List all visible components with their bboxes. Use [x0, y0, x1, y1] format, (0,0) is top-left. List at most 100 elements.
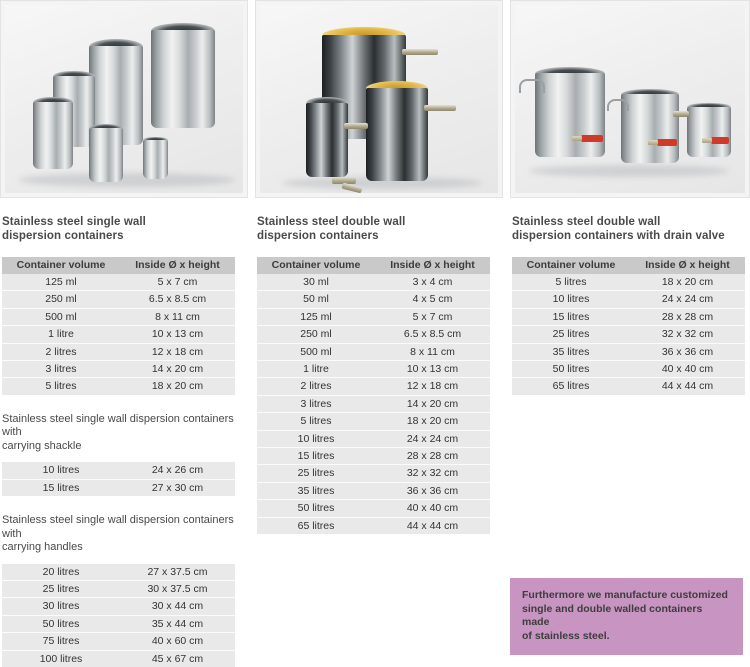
table-carrying-shackle: 10 litres 24 x 26 cm 15 litres 27 x 30 cm — [2, 462, 235, 497]
table-row: 65 litres 44 x 44 cm — [257, 517, 490, 535]
table-row: 250 ml 6.5 x 8.5 cm — [2, 290, 235, 309]
column-heading: Stainless steel double wall dispersion c… — [512, 216, 750, 243]
cell-volume: 15 litres — [512, 308, 630, 327]
cell-dimensions: 3 x 4 cm — [375, 274, 490, 292]
cell-volume: 5 litres — [257, 412, 375, 431]
table-row: 25 litres 32 x 32 cm — [257, 464, 490, 483]
cell-volume: 3 litres — [257, 395, 375, 414]
cell-dimensions: 44 x 44 cm — [630, 377, 745, 395]
cell-dimensions: 14 x 20 cm — [375, 395, 490, 414]
subheading-line-1: Stainless steel single wall dispersion c… — [2, 514, 234, 540]
cell-dimensions: 30 x 37.5 cm — [120, 580, 235, 599]
cell-dimensions: 4 x 5 cm — [375, 290, 490, 309]
cell-volume: 50 ml — [257, 290, 375, 309]
subheading-carrying-handles: Stainless steel single wall dispersion c… — [2, 514, 248, 555]
cell-dimensions: 24 x 24 cm — [630, 290, 745, 309]
single-wall-containers-photo — [0, 0, 248, 198]
table-header-row: Container volume Inside Ø x height — [512, 257, 745, 274]
cell-volume: 2 litres — [257, 377, 375, 396]
cell-dimensions: 32 x 32 cm — [375, 464, 490, 483]
cell-dimensions: 44 x 44 cm — [375, 517, 490, 535]
column-header-dimensions: Inside Ø x height — [375, 257, 490, 274]
cell-volume: 15 litres — [2, 479, 120, 497]
table-row: 1 litre 10 x 13 cm — [2, 325, 235, 344]
table-row: 10 litres 24 x 24 cm — [512, 290, 745, 309]
table-row: 5 litres 18 x 20 cm — [257, 412, 490, 431]
cell-volume: 5 litres — [2, 377, 120, 395]
table-row: 500 ml 8 x 11 cm — [257, 343, 490, 362]
cell-dimensions: 14 x 20 cm — [120, 360, 235, 379]
subheading-carrying-shackle: Stainless steel single wall dispersion c… — [2, 413, 248, 454]
table-row: 65 litres 44 x 44 cm — [512, 377, 745, 395]
table-row: 15 litres 27 x 30 cm — [2, 479, 235, 497]
cell-dimensions: 12 x 18 cm — [120, 343, 235, 362]
column-header-dimensions: Inside Ø x height — [120, 257, 235, 274]
cell-volume: 10 litres — [257, 430, 375, 449]
cell-volume: 50 litres — [257, 499, 375, 518]
cell-dimensions: 18 x 20 cm — [630, 274, 745, 292]
column-header-volume: Container volume — [512, 257, 630, 274]
column-single-wall: Stainless steel single wall dispersion c… — [0, 0, 248, 667]
cell-dimensions: 5 x 7 cm — [120, 274, 235, 292]
table-header-row: Container volume Inside Ø x height — [2, 257, 235, 274]
cell-volume: 10 litres — [2, 462, 120, 480]
heading-line-2: dispersion containers — [257, 229, 379, 242]
cell-volume: 25 litres — [257, 464, 375, 483]
table-row: 10 litres 24 x 24 cm — [257, 430, 490, 449]
cell-dimensions: 10 x 13 cm — [375, 360, 490, 379]
cell-dimensions: 18 x 20 cm — [375, 412, 490, 431]
table-row: 25 litres 32 x 32 cm — [512, 325, 745, 344]
cell-dimensions: 27 x 30 cm — [120, 479, 235, 497]
cell-dimensions: 45 x 67 cm — [120, 650, 235, 667]
drain-valve-containers-photo — [510, 0, 750, 198]
table-row: 50 litres 35 x 44 cm — [2, 615, 235, 634]
column-header-volume: Container volume — [257, 257, 375, 274]
cell-volume: 250 ml — [257, 325, 375, 344]
table-double-wall: Container volume Inside Ø x height 30 ml… — [257, 257, 490, 535]
table-row: 75 litres 40 x 60 cm — [2, 632, 235, 651]
cell-volume: 10 litres — [512, 290, 630, 309]
cell-dimensions: 5 x 7 cm — [375, 308, 490, 327]
cell-volume: 125 ml — [2, 274, 120, 292]
customization-note: Furthermore we manufacture customized si… — [510, 578, 743, 655]
table-row: 30 ml 3 x 4 cm — [257, 274, 490, 292]
cell-volume: 50 litres — [512, 360, 630, 379]
cell-dimensions: 6.5 x 8.5 cm — [375, 325, 490, 344]
table-row: 50 litres 40 x 40 cm — [512, 360, 745, 379]
cell-volume: 5 litres — [512, 274, 630, 292]
drain-valve — [702, 137, 729, 144]
cell-dimensions: 8 x 11 cm — [120, 308, 235, 327]
cell-volume: 65 litres — [512, 377, 630, 395]
table-row: 5 litres 18 x 20 cm — [512, 274, 745, 292]
cell-volume: 35 litres — [257, 482, 375, 501]
table-row: 35 litres 36 x 36 cm — [257, 482, 490, 501]
heading-line-1: Stainless steel double wall — [257, 216, 406, 228]
cell-volume: 100 litres — [2, 650, 120, 667]
table-row: 1 litre 10 x 13 cm — [257, 360, 490, 379]
cell-dimensions: 12 x 18 cm — [375, 377, 490, 396]
table-row: 20 litres 27 x 37.5 cm — [2, 563, 235, 582]
heading-line-1: Stainless steel double wall — [512, 216, 661, 228]
cell-volume: 25 litres — [2, 580, 120, 599]
table-single-wall: Container volume Inside Ø x height 125 m… — [2, 257, 235, 395]
column-drain-valve: Stainless steel double wall dispersion c… — [510, 0, 750, 395]
double-wall-containers-photo — [255, 0, 503, 198]
cell-dimensions: 40 x 60 cm — [120, 632, 235, 651]
table-carrying-handles: 20 litres 27 x 37.5 cm 25 litres 30 x 37.5… — [2, 563, 235, 667]
table-row: 35 litres 36 x 36 cm — [512, 343, 745, 362]
carrying-handle — [607, 99, 629, 111]
carrying-handle — [519, 79, 545, 93]
drain-valve — [648, 139, 677, 146]
cell-dimensions: 40 x 40 cm — [375, 499, 490, 518]
subheading-line-2: carrying shackle — [2, 439, 82, 452]
drain-valve — [572, 135, 603, 142]
table-row: 15 litres 28 x 28 cm — [257, 447, 490, 466]
column-double-wall: Stainless steel double wall dispersion c… — [255, 0, 503, 535]
cell-dimensions: 28 x 28 cm — [375, 447, 490, 466]
heading-line-2: dispersion containers with drain valve — [512, 229, 725, 242]
cell-volume: 15 litres — [257, 447, 375, 466]
cell-dimensions: 18 x 20 cm — [120, 377, 235, 395]
cell-dimensions: 32 x 32 cm — [630, 325, 745, 344]
table-row: 2 litres 12 x 18 cm — [2, 343, 235, 362]
